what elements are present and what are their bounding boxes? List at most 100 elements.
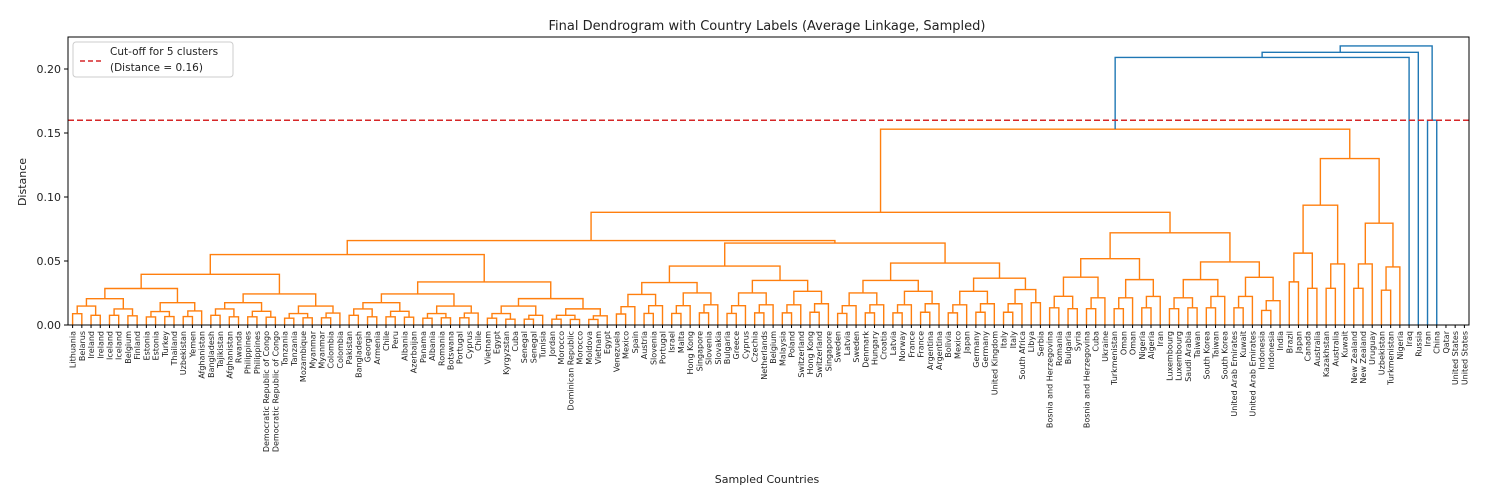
dendrogram-link <box>1288 281 1300 325</box>
dendrogram-link <box>1002 311 1014 325</box>
leaf-label: Canada <box>1304 331 1313 362</box>
dendrogram-link <box>555 314 576 320</box>
leaf-label: Italy <box>1009 331 1018 349</box>
dendrogram-link <box>302 317 313 325</box>
dendrogram-link <box>1357 263 1373 325</box>
leaf-label: Uruguay <box>1368 331 1377 365</box>
dendrogram-link <box>1090 297 1106 325</box>
leaf-label: Taiwan <box>1212 331 1221 359</box>
dendrogram-link <box>403 316 415 325</box>
dendrogram-link <box>682 292 712 306</box>
dendrogram-link <box>210 314 221 325</box>
dendrogram-link <box>786 304 802 325</box>
dendrogram-link <box>214 308 235 317</box>
leaf-label: Ireland <box>87 331 96 359</box>
leaf-label: Albania <box>400 331 409 361</box>
dendrogram-link <box>353 308 373 317</box>
dendrogram-link <box>753 312 765 325</box>
dendrogram-link <box>781 312 793 325</box>
dendrogram-link <box>1141 307 1152 325</box>
dendrogram-link <box>127 315 138 325</box>
dendrogram-link <box>1353 287 1364 325</box>
dendrogram-link <box>1168 307 1180 325</box>
dendrogram-link <box>1380 289 1392 325</box>
leaf-label: Sweden <box>852 331 861 363</box>
leaf-label: Afghanistan <box>225 331 234 379</box>
leaf-label: France <box>907 331 916 358</box>
leaf-label: New Zealand <box>1359 331 1368 384</box>
leaf-label: Greece <box>732 331 741 360</box>
leaf-label: Thailand <box>170 331 179 366</box>
dendrogram-link <box>959 290 989 305</box>
dendrogram-link <box>283 317 295 325</box>
leaf-label: Italy <box>1000 331 1009 349</box>
dendrogram-link <box>643 312 654 325</box>
leaf-label: Czechia <box>751 331 760 362</box>
dendrogram-link <box>265 316 277 325</box>
chart-title: Final Dendrogram with Country Labels (Av… <box>549 19 986 34</box>
leaf-label: Latvia <box>843 331 852 355</box>
leaf-label: Romania <box>1055 331 1064 366</box>
dendrogram-link <box>1205 307 1217 325</box>
leaf-label: Tanzania <box>281 331 290 367</box>
dendrogram-link <box>505 318 516 325</box>
dendrogram-link <box>348 314 360 325</box>
dendrogram-link <box>1062 276 1099 298</box>
dendrogram-link <box>620 305 636 325</box>
leaf-label: Belgium <box>769 331 778 364</box>
dendrogram-link <box>551 318 562 325</box>
dendrogram-link <box>1325 287 1337 325</box>
leaf-label: Iceland <box>115 331 124 360</box>
dendrogram-link <box>463 312 479 325</box>
leaf-label: Sweden <box>834 331 843 363</box>
leaf-label: Portugal <box>659 331 668 364</box>
dendrogram-link <box>730 305 747 325</box>
leaf-label: Slovakia <box>714 331 723 365</box>
dendrogram-link <box>590 211 1171 241</box>
leaf-label: Kazakhstan <box>1322 331 1331 377</box>
dendrogram-link <box>108 314 120 325</box>
leaf-label: Democratic Republic of Congo <box>262 331 271 452</box>
leaf-label: United Arab Emirates <box>1248 331 1257 417</box>
leaf-label: Brazil <box>1285 331 1294 353</box>
leaf-label: Japan <box>963 331 972 354</box>
dendrogram-link <box>209 253 485 282</box>
leaf-label: Libya <box>1027 331 1036 352</box>
leaf-label: Democratic Republic of Congo <box>271 331 280 452</box>
dendrogram-link <box>896 304 913 325</box>
dendrogram-link <box>793 290 823 305</box>
dendrogram-links <box>71 45 1438 325</box>
dendrogram-link <box>1145 295 1161 325</box>
dendrogram-link <box>1244 276 1274 301</box>
leaf-label: Oman <box>1119 331 1128 355</box>
leaf-label: Egypt <box>493 331 502 354</box>
dendrogram-link <box>380 293 455 307</box>
dendrogram-link <box>242 293 317 307</box>
dendrogram-link <box>150 310 171 317</box>
dendrogram-link <box>247 316 258 325</box>
leaf-label: Cuba <box>511 331 520 352</box>
leaf-label: Senegal <box>529 331 538 363</box>
dendrogram-link <box>1302 204 1339 264</box>
leaf-label: Tajikistan <box>216 331 225 369</box>
dendrogram-link <box>113 308 134 316</box>
leaf-label: Bangladesh <box>354 331 363 378</box>
leaf-label: Turkmenistan <box>1387 331 1396 386</box>
dendrogram-link <box>1237 295 1254 325</box>
leaf-label: Cyprus <box>465 331 474 359</box>
leaf-label: Bolivia <box>944 331 953 358</box>
leaf-label: Bulgaria <box>1064 331 1073 364</box>
leaf-label: Egypt <box>603 331 612 354</box>
legend-box <box>72 41 234 78</box>
leaf-label: Japan <box>1294 331 1303 354</box>
leaf-label: Germany <box>972 331 981 368</box>
dendrogram-link <box>671 312 682 325</box>
leaf-label: Poland <box>788 331 797 358</box>
leaf-label: Australia <box>1331 331 1340 366</box>
leaf-label: Tanzania <box>290 331 299 367</box>
dendrogram-link <box>592 315 608 325</box>
leaf-label: Qatar <box>1442 330 1451 353</box>
leaf-label: Slovenia <box>705 331 714 365</box>
leaf-label: Dominican Republic <box>566 331 575 410</box>
leaf-label: Bangladesh <box>207 331 216 378</box>
